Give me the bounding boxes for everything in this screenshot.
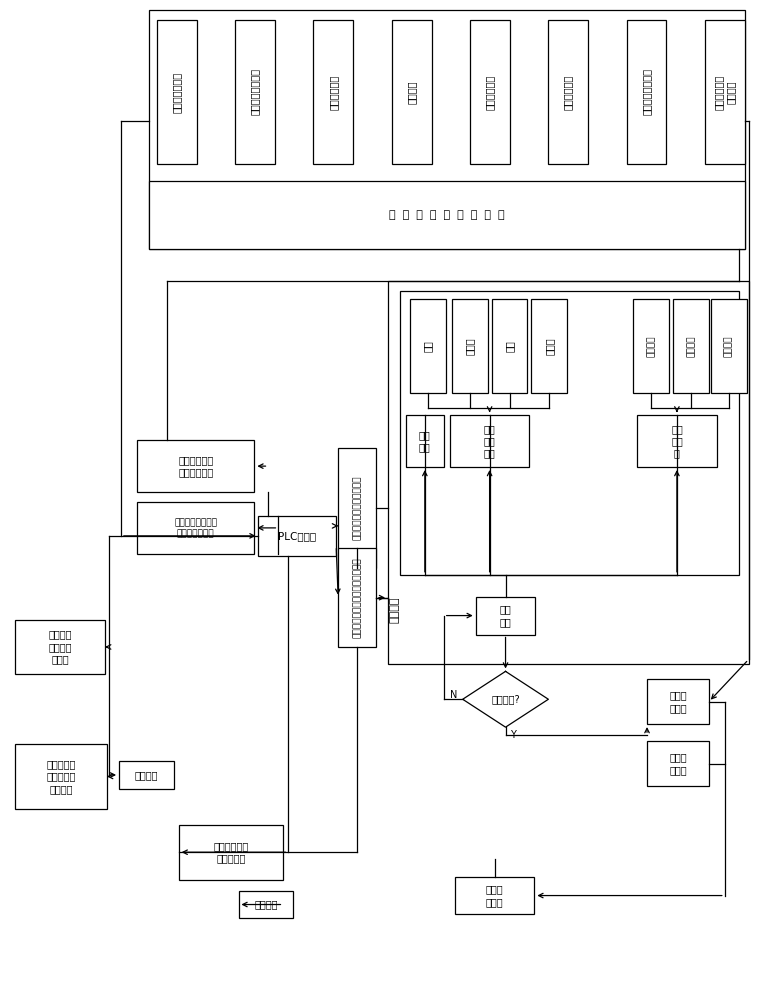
Bar: [711, 299, 746, 393]
Bar: [400, 291, 739, 575]
Bar: [338, 448, 376, 568]
Bar: [137, 440, 255, 492]
Bar: [647, 679, 709, 724]
Text: Y: Y: [509, 730, 515, 740]
Text: 输入密码: 输入密码: [254, 900, 277, 910]
Text: N: N: [450, 690, 458, 700]
Bar: [179, 825, 283, 880]
Text: 加湿量少: 加湿量少: [647, 335, 656, 357]
Bar: [391, 20, 432, 164]
Text: 色组
选择: 色组 选择: [419, 430, 431, 452]
Bar: [15, 620, 105, 674]
Bar: [633, 299, 669, 393]
Bar: [137, 502, 255, 554]
Bar: [450, 415, 530, 467]
Text: 急停开关信号: 急停开关信号: [563, 74, 573, 110]
Bar: [647, 741, 709, 786]
Text: 参数修改的第
二操作模式: 参数修改的第 二操作模式: [214, 841, 249, 863]
Bar: [410, 299, 446, 393]
Text: 高级管理和
功能的第三
操作模式: 高级管理和 功能的第三 操作模式: [46, 759, 76, 794]
Bar: [451, 299, 488, 393]
Text: 胶印机转速信号: 胶印机转速信号: [172, 71, 182, 113]
Bar: [476, 597, 536, 635]
Bar: [235, 20, 275, 164]
Text: 水位信号: 水位信号: [407, 80, 416, 104]
Text: 清洗
强度
选择: 清洗 强度 选择: [483, 424, 496, 459]
Text: 重新
选择: 重新 选择: [499, 604, 511, 627]
Text: 调节胶印机转速至清洗转速: 调节胶印机转速至清洗转速: [353, 476, 362, 540]
Bar: [157, 20, 197, 164]
Bar: [119, 761, 174, 789]
Text: 清洗装置工作
状态实时显示: 清洗装置工作 状态实时显示: [178, 455, 214, 477]
Bar: [470, 20, 510, 164]
Text: 橡胶滚筒离压信号: 橡胶滚筒离压信号: [250, 68, 260, 115]
Bar: [15, 744, 107, 809]
Bar: [673, 299, 709, 393]
Bar: [492, 299, 527, 393]
Text: 电磁阀
组工作: 电磁阀 组工作: [669, 752, 687, 775]
Text: 重复上次?: 重复上次?: [491, 694, 520, 704]
Text: 清洗操作: 清洗操作: [390, 596, 400, 623]
Text: 标准洗: 标准洗: [464, 337, 475, 355]
Text: 故障报警
及处理方
法显示: 故障报警 及处理方 法显示: [49, 630, 72, 664]
Bar: [531, 299, 567, 393]
Text: 输入密码: 输入密码: [135, 770, 158, 780]
Bar: [239, 891, 293, 918]
Text: 加湿量中: 加湿量中: [686, 335, 695, 357]
Bar: [149, 10, 745, 249]
Text: PLC控制器: PLC控制器: [278, 531, 316, 541]
Text: 超强洗: 超强洗: [544, 337, 554, 355]
Bar: [454, 877, 534, 914]
Text: 接通清洗装置的电源、气源、水源: 接通清洗装置的电源、气源、水源: [353, 557, 362, 638]
Text: 查看清洗历史数据
和故障历史数据: 查看清洗历史数据 和故障历史数据: [174, 518, 217, 538]
Bar: [313, 20, 353, 164]
Bar: [388, 281, 749, 664]
Bar: [258, 516, 336, 556]
Text: 弱洗: 弱洗: [423, 340, 433, 352]
Text: 清洗装
置工作: 清洗装 置工作: [669, 691, 687, 713]
Bar: [149, 181, 745, 249]
Text: 气源压力信号: 气源压力信号: [485, 74, 495, 110]
Bar: [705, 20, 745, 164]
Text: 各色组未供水信号: 各色组未供水信号: [641, 68, 651, 115]
Bar: [626, 20, 667, 164]
Bar: [637, 415, 717, 467]
Text: 强洗: 强洗: [505, 340, 515, 352]
Text: 清洗工
作结束: 清洗工 作结束: [486, 884, 503, 907]
Bar: [406, 415, 444, 467]
Text: 检  测  元  件  组  检  测  数  据: 检 测 元 件 组 检 测 数 据: [389, 210, 505, 220]
Bar: [338, 548, 376, 647]
Bar: [548, 20, 588, 164]
Text: 加湿
量选
择: 加湿 量选 择: [671, 424, 682, 459]
Text: 各色组清洗器
皱布信号: 各色组清洗器 皱布信号: [714, 74, 736, 110]
Text: 水源压力信号: 水源压力信号: [328, 74, 338, 110]
Text: 加湿量多: 加湿量多: [724, 335, 733, 357]
